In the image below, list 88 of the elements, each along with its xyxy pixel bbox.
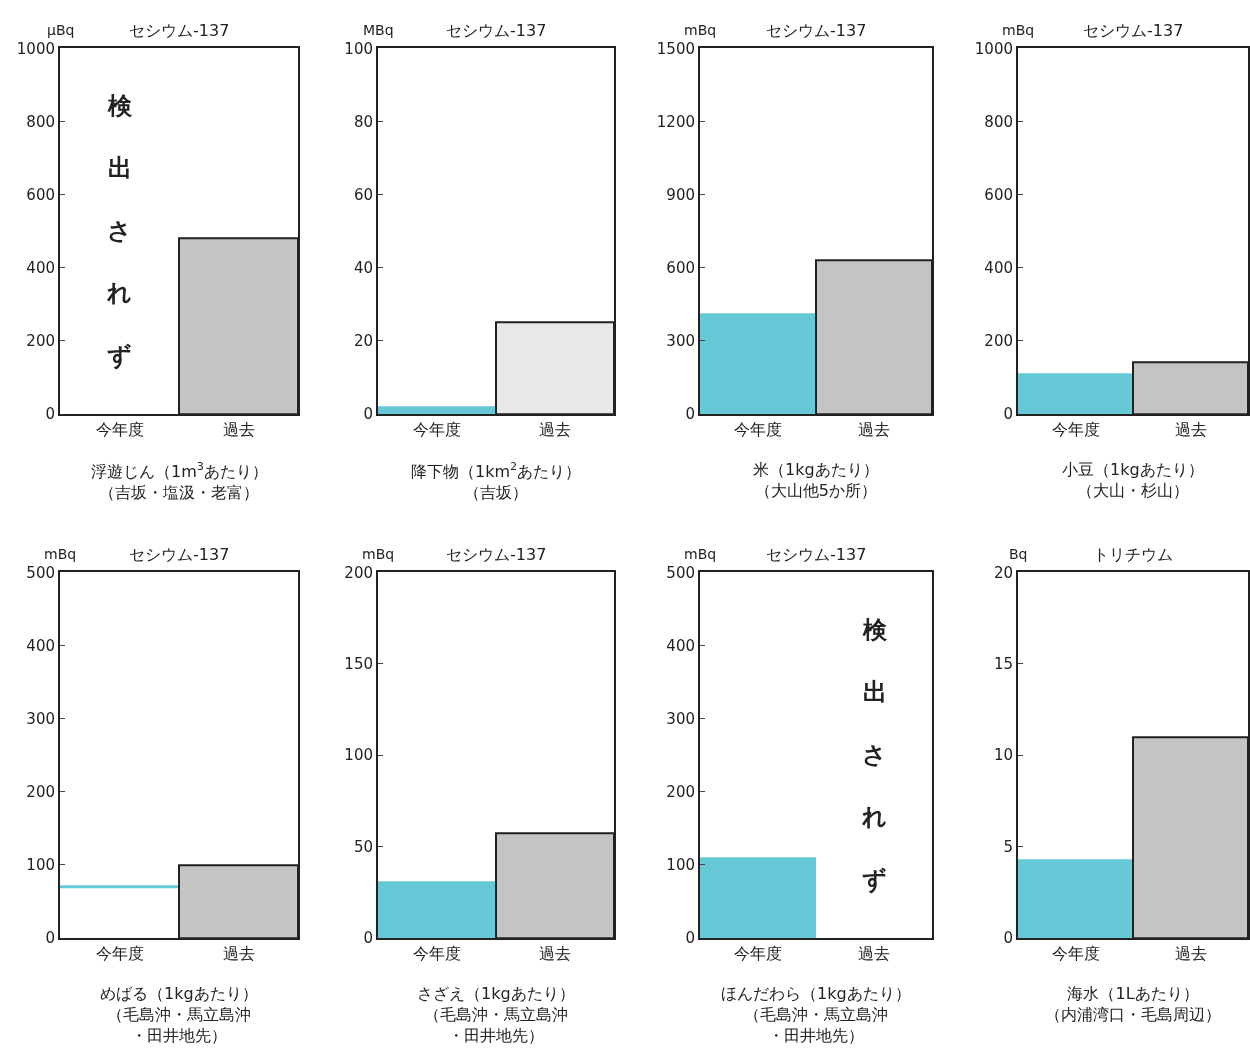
x-tick-label: 過去 (539, 420, 571, 440)
y-tick-label: 150 (344, 654, 373, 673)
y-tick-label: 0 (363, 929, 373, 948)
y-axis-title: MBq (363, 22, 394, 38)
y-tick-label: 300 (666, 709, 695, 728)
y-tick-label: 200 (26, 332, 55, 351)
chart-title: セシウム-137 (446, 545, 547, 564)
y-tick-label: 0 (363, 405, 373, 424)
y-tick-label: 200 (26, 782, 55, 801)
y-tick-label: 200 (344, 563, 373, 582)
y-axis-title: Bq (1009, 546, 1028, 562)
y-axis-title: mBq (44, 546, 77, 562)
chart-title: セシウム-137 (129, 21, 230, 40)
y-tick-label: 0 (45, 929, 55, 948)
x-tick-label: 過去 (222, 420, 255, 440)
y-tick-label: 1500 (656, 39, 695, 58)
x-tick-label: 今年度 (1051, 944, 1100, 964)
y-tick-label: 200 (984, 332, 1013, 351)
y-tick-label: 800 (26, 112, 55, 131)
y-tick-label: 80 (353, 112, 373, 131)
y-tick-label: 400 (26, 636, 55, 655)
y-tick-label: 500 (26, 563, 55, 582)
text: 検出されず (862, 616, 887, 894)
y-axis-title: mBq (362, 546, 395, 562)
x-tick-label: 過去 (858, 944, 890, 964)
y-tick-label: 15 (993, 654, 1013, 673)
chart-title: セシウム-137 (129, 545, 230, 564)
x-tick-label: 過去 (222, 944, 255, 964)
y-tick-label: 0 (685, 405, 695, 424)
y-tick-label: 800 (984, 112, 1013, 131)
y-tick-label: 500 (666, 563, 695, 582)
y-tick-label: 100 (344, 39, 373, 58)
x-axis-title: 浮遊じん（1m$^{3}$あたり）（吉坂・塩汲・老富） (91, 460, 268, 502)
chart-title: トリチウム (1093, 545, 1173, 564)
y-axis-title: mBq (684, 22, 717, 38)
y-tick-label: 20 (353, 332, 373, 351)
y-tick-label: 0 (685, 929, 695, 948)
chart-title: セシウム-137 (1083, 21, 1184, 40)
x-axis-title: 海水（1Lあたり）（内浦湾口・毛島周辺） (1045, 984, 1221, 1024)
y-tick-label: 100 (666, 856, 695, 875)
y-tick-label: 0 (45, 405, 55, 424)
y-tick-label: 20 (993, 563, 1013, 582)
y-tick-label: 300 (666, 332, 695, 351)
y-axis-title: mBq (1002, 22, 1035, 38)
x-tick-label: 今年度 (413, 944, 461, 964)
x-axis-title: さざえ（1kgあたり）（毛島沖・馬立島沖・田井地先） (417, 984, 575, 1045)
y-tick-label: 200 (666, 782, 695, 801)
y-tick-label: 5 (1003, 837, 1013, 856)
y-tick-label: 100 (344, 746, 373, 765)
x-tick-label: 過去 (1174, 420, 1207, 440)
y-tick-label: 400 (666, 636, 695, 655)
x-tick-label: 今年度 (413, 420, 461, 440)
y-tick-label: 10 (993, 746, 1013, 765)
x-tick-label: 今年度 (734, 420, 782, 440)
x-tick-label: 今年度 (1051, 420, 1100, 440)
y-tick-label: 40 (353, 258, 373, 277)
y-axis-title: mBq (684, 546, 717, 562)
y-tick-label: 900 (666, 185, 695, 204)
x-axis-title: ほんだわら（1kgあたり）（毛島沖・馬立島沖・田井地先） (721, 984, 911, 1045)
x-axis-title: 降下物（1km$^{2}$あたり）（吉坂） (411, 460, 582, 502)
chart-title: セシウム-137 (446, 21, 547, 40)
x-tick-label: 過去 (1174, 944, 1207, 964)
y-tick-label: 400 (26, 258, 55, 277)
y-tick-label: 1000 (974, 39, 1013, 58)
chart-title: セシウム-137 (766, 545, 867, 564)
x-axis-title: 小豆（1kgあたり）（大山・杉山） (1062, 460, 1204, 500)
x-axis-title: めばる（1kgあたり）（毛島沖・馬立島沖・田井地先） (100, 984, 258, 1045)
x-tick-label: 過去 (539, 944, 571, 964)
x-tick-label: 今年度 (734, 944, 782, 964)
y-tick-label: 1200 (656, 112, 695, 131)
y-tick-label: 0 (1003, 405, 1013, 424)
y-tick-label: 1000 (16, 39, 55, 58)
y-tick-label: 60 (353, 185, 373, 204)
y-tick-label: 50 (353, 837, 373, 856)
y-axis-title: μBq (47, 22, 75, 38)
y-tick-label: 0 (1003, 929, 1013, 948)
y-tick-label: 600 (984, 185, 1013, 204)
y-tick-label: 400 (984, 258, 1013, 277)
x-axis-title: 米（1kgあたり）（大山他5か所） (753, 460, 879, 500)
y-tick-label: 600 (666, 258, 695, 277)
y-tick-label: 600 (26, 185, 55, 204)
chart-title: セシウム-137 (766, 21, 867, 40)
y-tick-label: 300 (26, 709, 55, 728)
x-tick-label: 今年度 (95, 944, 144, 964)
x-tick-label: 今年度 (95, 420, 144, 440)
text: 検出されず (107, 92, 132, 370)
x-tick-label: 過去 (858, 420, 890, 440)
y-tick-label: 100 (26, 856, 55, 875)
